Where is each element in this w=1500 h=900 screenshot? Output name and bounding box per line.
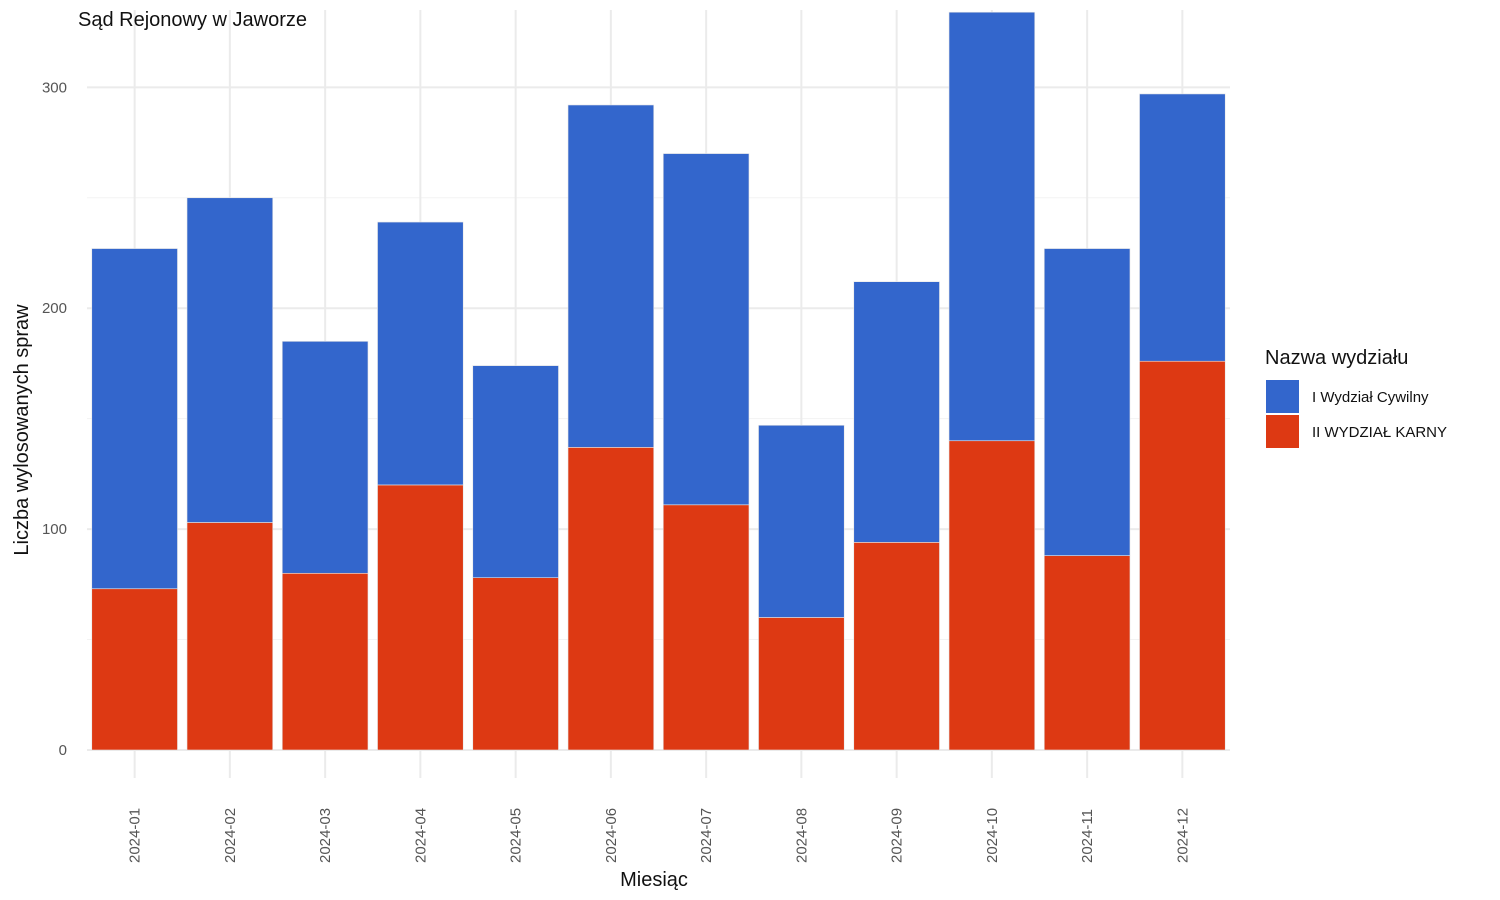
y-axis-ticks: 0 100 200 300: [42, 79, 67, 759]
bar-segment: [662, 504, 750, 751]
x-tick-label: 2024-06: [603, 808, 620, 863]
bar-segment: [472, 577, 559, 751]
bar-segment: [186, 522, 274, 751]
bar-segment: [186, 197, 274, 523]
bar-segment: [377, 221, 464, 486]
bars: [91, 11, 1226, 751]
y-tick-label: 200: [42, 300, 67, 317]
y-tick-label: 0: [59, 742, 67, 759]
x-tick-label: 2024-01: [127, 808, 144, 863]
x-tick-label: 2024-04: [412, 808, 429, 863]
bar-segment: [853, 281, 940, 543]
bar-segment: [281, 572, 369, 751]
bar-segment: [948, 11, 1036, 442]
y-axis-title: Liczba wylosowanych spraw: [11, 304, 33, 556]
y-tick-label: 100: [42, 521, 67, 538]
x-axis-title: Miesiąc: [620, 869, 688, 891]
bar-segment: [758, 617, 845, 751]
legend-label: I Wydział Cywilny: [1312, 389, 1429, 406]
legend: Nazwa wydziału I Wydział Cywilny II WYDZI…: [1265, 347, 1447, 448]
bar-segment: [1043, 555, 1131, 751]
legend-swatch: [1266, 380, 1299, 413]
x-tick-label: 2024-03: [317, 808, 334, 863]
bar-segment: [567, 447, 655, 751]
bar-segment: [472, 365, 559, 579]
x-tick-label: 2024-10: [984, 808, 1001, 863]
x-tick-label: 2024-08: [793, 808, 810, 863]
bar-segment: [91, 248, 178, 590]
bar-segment: [948, 440, 1036, 751]
legend-label: II WYDZIAŁ KARNY: [1312, 424, 1447, 441]
x-tick-label: 2024-12: [1174, 808, 1191, 863]
bar-segment: [853, 542, 940, 751]
bar-segment: [91, 588, 178, 751]
chart-title: Sąd Rejonowy w Jaworze: [78, 9, 307, 31]
bar-segment: [1139, 93, 1226, 362]
legend-title: Nazwa wydziału: [1265, 347, 1408, 369]
bar-segment: [567, 104, 655, 448]
bar-segment: [281, 341, 369, 574]
bar-segment: [1043, 248, 1131, 556]
x-tick-label: 2024-02: [222, 808, 239, 863]
y-tick-label: 300: [42, 79, 67, 96]
legend-items: I Wydział Cywilny II WYDZIAŁ KARNY: [1266, 380, 1447, 448]
x-tick-label: 2024-11: [1079, 809, 1096, 863]
legend-swatch: [1266, 415, 1299, 448]
bar-segment: [758, 424, 845, 618]
x-tick-label: 2024-07: [698, 808, 715, 863]
x-axis-ticks: 2024-01 2024-02 2024-03 2024-04 2024-05 2024-…: [127, 808, 1192, 863]
bar-segment: [1139, 360, 1226, 751]
bar-segment: [377, 484, 464, 751]
bar-segment: [662, 153, 750, 506]
x-tick-label: 2024-09: [889, 808, 906, 863]
x-tick-label: 2024-05: [508, 808, 525, 863]
